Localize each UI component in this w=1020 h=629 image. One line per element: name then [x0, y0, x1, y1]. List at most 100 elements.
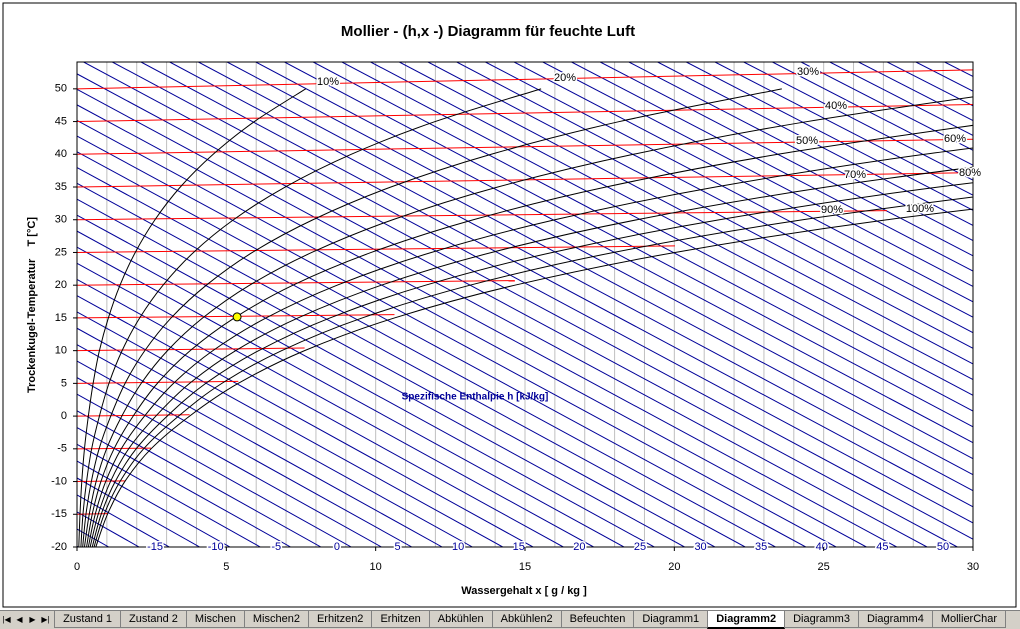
enthalpy-line [77, 295, 534, 547]
y-tick-label: 30 [55, 214, 67, 226]
sheet-tab[interactable]: Zustand 1 [54, 611, 121, 628]
enthalpy-label: 35 [755, 541, 767, 553]
y-tick-label: 15 [55, 312, 67, 324]
humidity-label: 40% [825, 100, 847, 112]
isotherm-line [77, 138, 973, 155]
enthalpy-label: 20 [573, 541, 585, 553]
chart-title: Mollier - (h,x -) Diagramm für feuchte L… [341, 23, 635, 40]
enthalpy-line [255, 62, 973, 444]
y-tick-label: 35 [55, 181, 67, 193]
enthalpy-line [77, 311, 503, 547]
enthalpy-line [284, 62, 973, 428]
enthalpy-label: -5 [271, 541, 281, 553]
y-tick-label: 5 [61, 377, 67, 389]
enthalpy-line [77, 278, 564, 547]
chart: Mollier - (h,x -) Diagramm für feuchte L… [2, 2, 1017, 608]
enthalpy-line [341, 62, 973, 396]
tab-last[interactable]: ▶| [41, 615, 50, 624]
isotherm-line [77, 347, 305, 352]
isotherm-line [77, 210, 887, 221]
sheet-tab[interactable]: MollierChar [931, 611, 1007, 628]
y-axis-label: Trockenkugel-Temperatur T [°C] [26, 217, 38, 393]
enthalpy-line [77, 327, 473, 547]
humidity-curve [83, 96, 973, 547]
enthalpy-line [77, 198, 716, 547]
x-tick-label: 5 [223, 561, 229, 573]
y-tick-label: 20 [55, 279, 67, 291]
enthalpy-line [77, 360, 413, 547]
enthalpy-line [370, 62, 973, 381]
humidity-label: 100% [906, 203, 934, 215]
isotherm-line [77, 69, 973, 90]
enthalpy-line [77, 151, 807, 547]
x-tick-label: 10 [370, 561, 382, 573]
enthalpy-line [399, 62, 973, 365]
tab-next[interactable]: ▶ [29, 615, 36, 624]
isotherm-line [77, 280, 515, 286]
enthalpy-line [77, 73, 958, 547]
tab-first[interactable]: |◀ [2, 615, 11, 624]
sheet-tab[interactable]: Diagramm2 [707, 611, 786, 629]
y-tick-label: -5 [57, 443, 67, 455]
enthalpy-line [77, 393, 352, 547]
sheet-tab[interactable]: Zustand 2 [119, 611, 187, 628]
humidity-label: 20% [554, 72, 576, 84]
enthalpy-line [140, 62, 973, 508]
y-tick-label: -10 [51, 475, 67, 487]
sheet-tab[interactable]: Befeuchten [560, 611, 635, 628]
enthalpy-line [83, 62, 973, 540]
humidity-label: 50% [796, 135, 818, 147]
enthalpy-label: -10 [208, 541, 224, 553]
enthalpy-line [77, 246, 625, 547]
state-point [232, 312, 242, 322]
humidity-curve [95, 208, 973, 547]
enthalpy-line [77, 135, 837, 547]
sheet-tab[interactable]: Erhitzen [371, 611, 430, 628]
sheet-tab[interactable]: Erhitzen2 [307, 611, 373, 628]
sheet-tab-bar: |◀ ◀ ▶ ▶| Zustand 1 Zustand 2 Mischen Mischen2… [0, 610, 1020, 629]
enthalpy-line [77, 182, 746, 547]
sheet-tab[interactable]: Diagramm4 [857, 611, 933, 628]
sheet-tab[interactable]: Abkühlen2 [491, 611, 562, 628]
enthalpy-line [77, 119, 867, 547]
sheet-tab[interactable]: Mischen2 [243, 611, 309, 628]
enthalpy-line [542, 62, 973, 287]
sheet-tab[interactable]: Mischen [185, 611, 245, 628]
enthalpy-line [427, 62, 973, 349]
enthalpy-label: 15 [513, 541, 525, 553]
sheet-tab[interactable]: Abkühlen [428, 611, 493, 628]
humidity-label: 30% [797, 66, 819, 78]
x-axis-label: Wassergehalt x [ g / kg ] [461, 585, 587, 597]
enthalpy-line [312, 62, 973, 412]
enthalpy-line [77, 214, 685, 547]
enthalpy-line [77, 426, 291, 547]
enthalpy-line [77, 344, 443, 547]
y-tick-label: 10 [55, 345, 67, 357]
humidity-curve [93, 196, 973, 547]
enthalpy-label: 25 [634, 541, 646, 553]
enthalpy-label: 40 [816, 541, 828, 553]
enthalpy-line [800, 62, 973, 151]
humidity-curve [86, 124, 973, 547]
y-tick-label: 40 [55, 148, 67, 160]
enthalpy-line [77, 377, 382, 547]
humidity-label: 60% [944, 133, 966, 145]
chart-area [2, 2, 1017, 608]
isotherm-line [77, 104, 973, 123]
humidity-curve [89, 166, 973, 547]
enthalpy-line [169, 62, 973, 492]
enthalpy-label: 30 [694, 541, 706, 553]
enthalpy-line [198, 62, 973, 476]
humidity-curve [78, 88, 307, 547]
tab-prev[interactable]: ◀ [16, 615, 23, 624]
sheet-tab[interactable]: Diagramm1 [633, 611, 709, 628]
enthalpy-line [77, 88, 928, 547]
enthalpy-line [456, 62, 973, 334]
y-tick-label: 25 [55, 246, 67, 258]
enthalpy-line [77, 230, 655, 547]
humidity-curve [80, 88, 542, 547]
y-tick-label: 50 [55, 83, 67, 95]
sheet-tab[interactable]: Diagramm3 [784, 611, 859, 628]
enthalpy-label: -15 [147, 541, 163, 553]
